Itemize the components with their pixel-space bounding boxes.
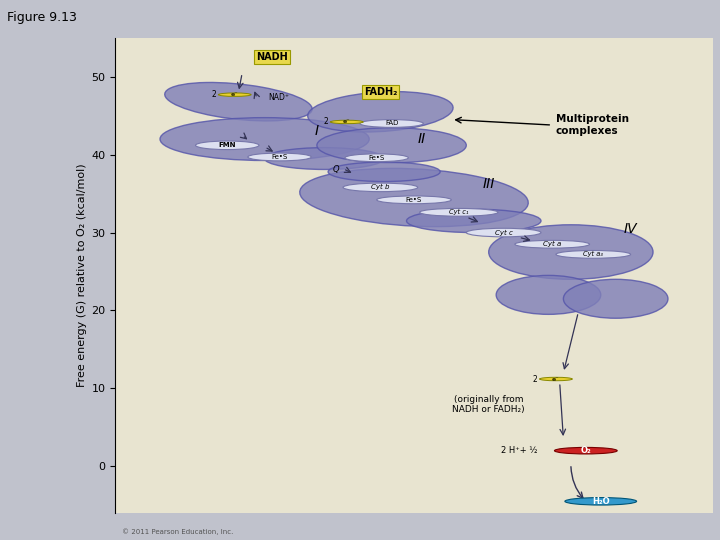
Text: Cyt c: Cyt c [495,230,513,235]
Circle shape [554,448,617,454]
Ellipse shape [317,128,467,163]
Text: Cyt c₁: Cyt c₁ [449,209,469,215]
Circle shape [330,120,363,124]
Text: NAD⁺: NAD⁺ [269,93,289,102]
Text: © 2011 Pearson Education, Inc.: © 2011 Pearson Education, Inc. [122,528,234,535]
Ellipse shape [489,225,653,279]
Text: 2: 2 [211,90,216,99]
Ellipse shape [563,279,668,318]
Ellipse shape [360,119,423,127]
Text: NADH: NADH [256,52,288,62]
Text: e⁻: e⁻ [552,376,559,381]
Y-axis label: Free energy (G) relative to O₂ (kcal/mol): Free energy (G) relative to O₂ (kcal/mol… [77,164,87,387]
Ellipse shape [300,168,528,227]
Ellipse shape [556,251,631,258]
Text: Q: Q [332,165,339,174]
Text: Cyt a: Cyt a [543,241,562,247]
Text: Fe•S: Fe•S [271,154,288,160]
Text: Multiprotein
complexes: Multiprotein complexes [556,114,629,136]
Text: III: III [482,177,495,191]
Text: FAD: FAD [385,120,398,126]
Ellipse shape [407,209,541,233]
Ellipse shape [160,118,369,160]
Text: II: II [418,132,426,146]
Text: 2: 2 [533,375,537,383]
Ellipse shape [515,240,590,248]
Text: e⁻: e⁻ [343,119,351,124]
Text: FADH₂: FADH₂ [364,87,397,97]
Text: Fe•S: Fe•S [406,197,422,203]
Text: Cyt b: Cyt b [371,184,390,191]
Ellipse shape [307,92,453,132]
Text: 2: 2 [323,117,328,126]
Ellipse shape [496,275,600,314]
Text: Figure 9.13: Figure 9.13 [7,11,77,24]
Ellipse shape [248,153,311,161]
Text: (originally from
NADH or FADH₂): (originally from NADH or FADH₂) [452,395,525,414]
Ellipse shape [328,162,440,181]
Ellipse shape [467,228,541,237]
Text: IV: IV [624,221,637,235]
Text: O₂: O₂ [580,446,591,455]
Text: e⁻: e⁻ [231,92,238,97]
Ellipse shape [420,208,498,216]
Text: I: I [315,124,319,138]
Circle shape [539,377,572,381]
Text: Cyt a₃: Cyt a₃ [583,251,603,258]
Circle shape [218,93,251,96]
Text: Fe•S: Fe•S [369,155,384,161]
Ellipse shape [345,154,408,161]
Text: H₂O: H₂O [592,497,610,506]
Ellipse shape [196,141,259,150]
Ellipse shape [165,83,312,121]
Text: FMN: FMN [218,143,236,148]
Ellipse shape [377,196,451,204]
Ellipse shape [264,147,384,170]
Text: 2 H⁺+ ½: 2 H⁺+ ½ [501,446,537,455]
Ellipse shape [343,183,418,192]
Circle shape [565,497,636,505]
